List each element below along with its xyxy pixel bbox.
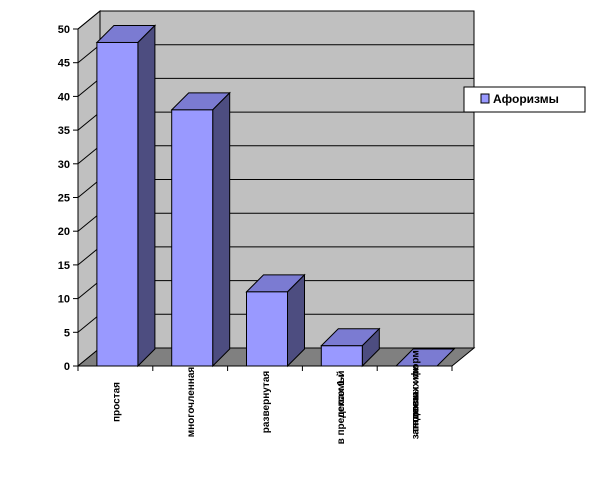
bar (95, 24, 157, 368)
x-tick-label: развернутая (261, 371, 272, 434)
x-axis-categories: простая многочленная развернутая в пределах… (111, 350, 421, 444)
y-tick-label: 30 (58, 159, 70, 171)
x-tick-label-line: антитеза (411, 391, 422, 435)
y-tick-label: 15 (58, 260, 70, 272)
x-tick-label-line: в пределах 1-й (336, 371, 347, 445)
y-tick-label: 50 (58, 24, 70, 36)
y-tick-label: 20 (58, 226, 70, 238)
x-tick-label-line: падежных форм (410, 350, 422, 432)
x-tick-label-line: залоговых или (411, 365, 422, 440)
bar (245, 273, 306, 368)
bar-side (212, 91, 231, 368)
y-tick-label: 45 (58, 58, 70, 70)
y-tick-label: 35 (58, 125, 70, 137)
x-tick-label-line: развернутая (261, 371, 272, 434)
x-tick-label: простая (111, 382, 122, 422)
y-tick-label: 40 (58, 91, 70, 103)
legend: Афоризмы (463, 86, 586, 113)
y-axis-ticks: 0 5 10 15 20 25 30 35 40 45 50 (58, 24, 78, 373)
x-tick-label-line: лексемы (336, 375, 347, 419)
bar (170, 91, 231, 368)
x-tick-label-line: простая (111, 382, 122, 422)
x-tick-label: антитезазалоговых илипадежных форм (410, 350, 422, 439)
y-tick-label: 0 (64, 361, 70, 373)
bar-front (320, 345, 363, 367)
bar (320, 327, 381, 368)
x-tick-label: в пределах 1-йлексемы (336, 371, 347, 445)
y-tick-label: 10 (58, 294, 70, 306)
gridline (77, 10, 474, 30)
bar-front (246, 291, 288, 367)
y-tick-label: 25 (58, 193, 70, 205)
legend-swatch (480, 93, 490, 104)
y-tick-label: 5 (64, 327, 70, 339)
bar-front (171, 109, 214, 367)
x-tick-label: многочленная (186, 367, 197, 438)
bar-side (137, 24, 156, 368)
x-tick-label-line: многочленная (186, 367, 197, 438)
bar-front (96, 41, 139, 367)
legend-label: Афоризмы (493, 92, 559, 106)
